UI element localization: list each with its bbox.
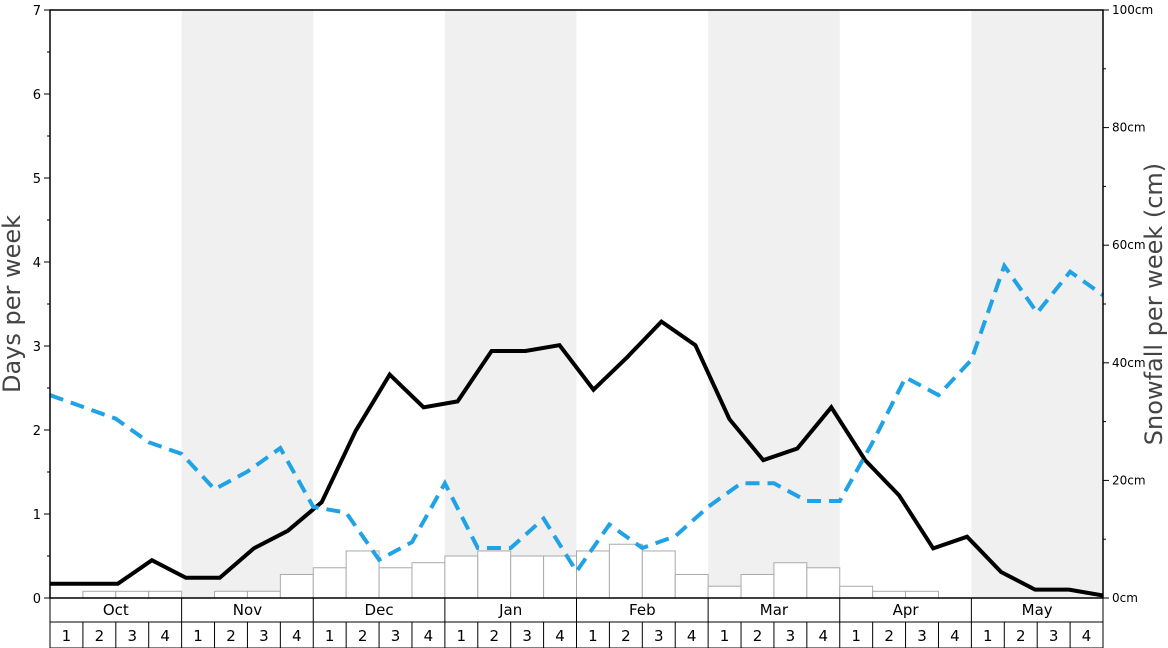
week-label: 2 [753, 627, 763, 645]
month-label-may: May [1022, 601, 1053, 619]
snowfall-bar [839, 585, 874, 599]
week-label: 1 [193, 627, 203, 645]
y2-tick-label: 80cm [1112, 121, 1146, 135]
snowfall-bar [707, 585, 742, 599]
week-label: 1 [983, 627, 993, 645]
snowfall-bar [411, 562, 446, 599]
week-label: 3 [917, 627, 927, 645]
x-axis-months-weeks: Oct 1 2 3 4 Nov 1 2 3 4 Dec 1 2 3 4 Jan 1 2 3 4 Feb 1 2 3 4 Mar 1 2… [49, 598, 1104, 648]
y2-tick-label: 40cm [1112, 356, 1146, 370]
snowfall-bar [214, 590, 248, 599]
y-tick-label: 7 [33, 4, 41, 19]
month-shade-mar [708, 10, 840, 598]
y-tick-label: 1 [33, 508, 41, 523]
y-tick-label: 3 [33, 340, 41, 355]
month-label-oct: Oct [103, 601, 129, 619]
week-label: 3 [1049, 627, 1059, 645]
week-label: 4 [1082, 627, 1092, 645]
snowfall-bar [641, 550, 676, 599]
snowfall-bar [905, 590, 939, 599]
month-label-dec: Dec [365, 601, 394, 619]
snowfall-bar [510, 555, 545, 599]
week-label: 1 [62, 627, 72, 645]
week-label: 2 [621, 627, 631, 645]
month-label-apr: Apr [893, 601, 920, 619]
week-label: 2 [358, 627, 368, 645]
snowfall-bar [378, 567, 413, 599]
week-label: 3 [786, 627, 796, 645]
snowfall-bar [477, 550, 512, 599]
week-label: 3 [259, 627, 269, 645]
snowfall-bar [148, 590, 183, 599]
snowfall-bar [82, 590, 117, 599]
snow-depth-line [49, 261, 1105, 576]
week-label: 2 [884, 627, 894, 645]
week-label: 4 [424, 627, 434, 645]
month-shade-nov [181, 10, 314, 598]
week-label: 3 [391, 627, 401, 645]
y-tick-label: 2 [33, 424, 41, 439]
snowfall-bar [806, 567, 841, 599]
week-label: 3 [654, 627, 664, 645]
snowfall-bar [279, 573, 314, 599]
week-label: 4 [555, 627, 565, 645]
week-label: 2 [95, 627, 105, 645]
week-label: 1 [588, 627, 598, 645]
week-label: 4 [950, 627, 960, 645]
y-axis-title: Days per week [0, 215, 26, 393]
month-label-mar: Mar [760, 601, 789, 619]
snowfall-bar [608, 543, 643, 599]
week-label: 4 [687, 627, 697, 645]
month-label-nov: Nov [233, 601, 262, 619]
snow-days-line [50, 318, 1104, 598]
week-label: 4 [160, 627, 170, 645]
y2-tick-label: 0cm [1112, 591, 1138, 605]
month-shading [181, 10, 1103, 598]
snowfall-bar [345, 550, 380, 599]
snowfall-bar [773, 562, 808, 599]
week-label: 4 [819, 627, 829, 645]
week-label: 2 [489, 627, 499, 645]
week-label: 1 [720, 627, 730, 645]
month-shade-may [971, 10, 1103, 598]
snowfall-bar [115, 590, 150, 599]
snowfall-bar [872, 590, 907, 599]
y-axis-right: 0cm 20cm 40cm 60cm 80cm 100cm [1103, 3, 1153, 605]
month-label-feb: Feb [629, 601, 656, 619]
chart-lines [49, 261, 1105, 598]
y2-axis-title: Snowfall per week (cm) [1140, 163, 1168, 445]
snowfall-bar [576, 550, 610, 599]
y-tick-label: 4 [33, 256, 41, 271]
snowfall-bar [312, 567, 347, 599]
y-tick-label: 6 [33, 88, 41, 103]
y-axis-left: 0 1 2 3 4 5 6 7 [33, 4, 50, 607]
week-label: 1 [851, 627, 861, 645]
month-label-jan: Jan [498, 601, 522, 619]
y-tick-label: 0 [33, 592, 41, 607]
snowfall-bar [674, 573, 709, 599]
y2-tick-label: 60cm [1112, 238, 1146, 252]
snowfall-bar [444, 555, 479, 599]
y2-tick-label: 100cm [1112, 3, 1153, 17]
week-label: 1 [325, 627, 335, 645]
week-label: 4 [292, 627, 302, 645]
month-shade-jan [444, 10, 577, 598]
y-tick-label: 5 [33, 172, 41, 187]
week-label: 2 [1016, 627, 1026, 645]
snowfall-bar [740, 573, 775, 599]
y2-tick-label: 20cm [1112, 473, 1146, 487]
week-label: 2 [226, 627, 236, 645]
week-label: 3 [522, 627, 532, 645]
week-label: 3 [127, 627, 137, 645]
snowfall-bar [246, 590, 281, 599]
week-label: 1 [457, 627, 467, 645]
